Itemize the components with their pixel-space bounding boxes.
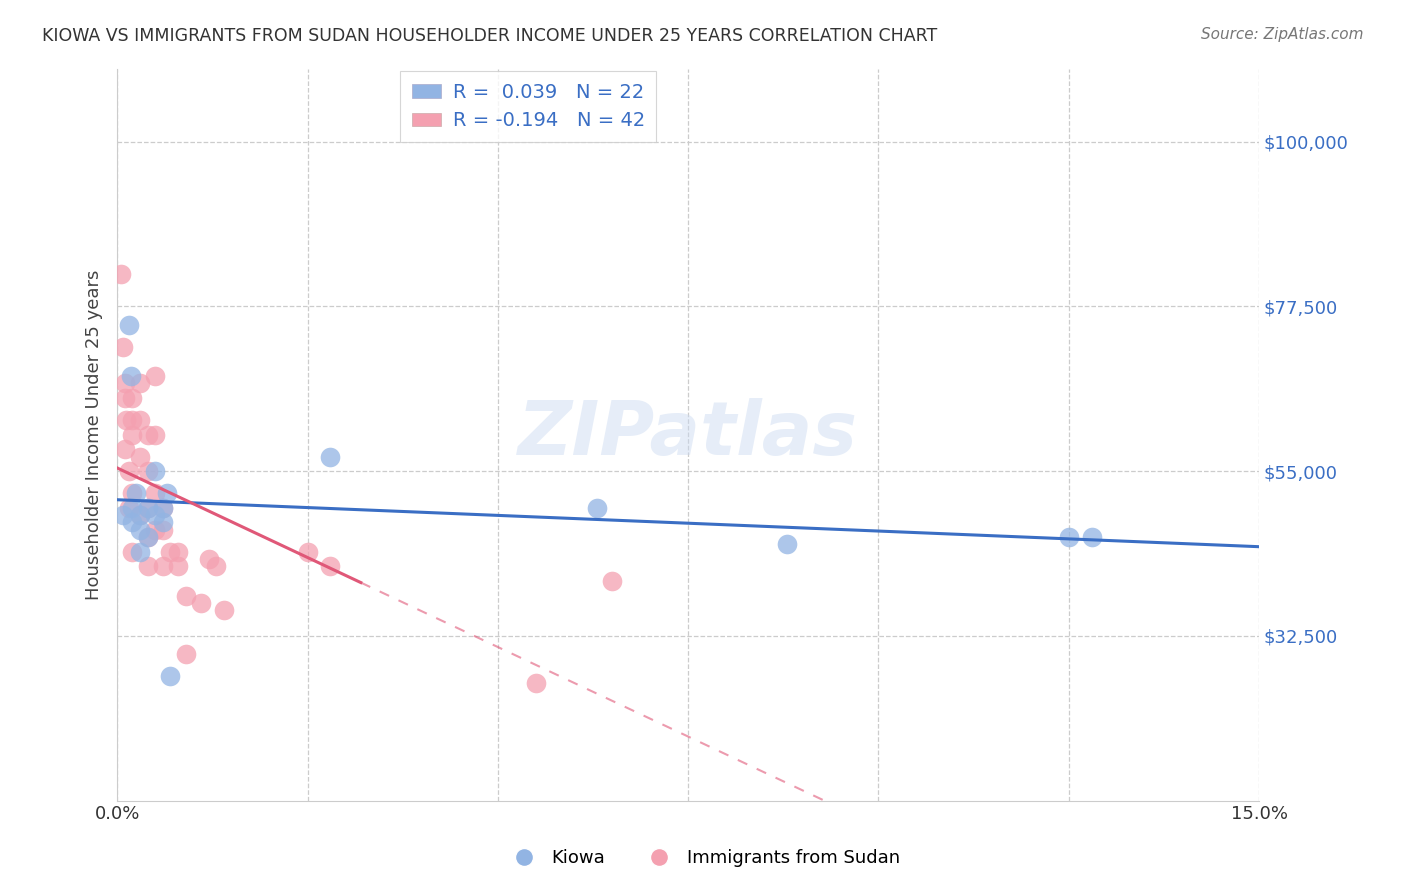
Point bbox=[117, 500, 139, 515]
Point bbox=[129, 523, 152, 537]
Point bbox=[121, 391, 143, 405]
Point bbox=[152, 500, 174, 515]
Text: KIOWA VS IMMIGRANTS FROM SUDAN HOUSEHOLDER INCOME UNDER 25 YEARS CORRELATION CHA: KIOWA VS IMMIGRANTS FROM SUDAN HOUSEHOLD… bbox=[42, 27, 938, 45]
Point bbox=[159, 669, 181, 683]
Point bbox=[585, 500, 607, 515]
Point bbox=[524, 676, 547, 690]
Point bbox=[136, 559, 159, 574]
Point bbox=[212, 603, 235, 617]
Point bbox=[121, 545, 143, 559]
Legend: Kiowa, Immigrants from Sudan: Kiowa, Immigrants from Sudan bbox=[499, 842, 907, 874]
Point bbox=[114, 442, 136, 457]
Point bbox=[129, 450, 152, 464]
Point bbox=[121, 500, 143, 515]
Point bbox=[143, 508, 166, 522]
Text: ZIPatlas: ZIPatlas bbox=[519, 398, 858, 471]
Point bbox=[1080, 530, 1102, 544]
Point bbox=[167, 559, 190, 574]
Point bbox=[174, 589, 197, 603]
Point bbox=[152, 500, 174, 515]
Point bbox=[121, 516, 143, 530]
Point bbox=[114, 376, 136, 391]
Point bbox=[319, 559, 342, 574]
Point bbox=[197, 552, 219, 566]
Point bbox=[776, 537, 799, 551]
Point bbox=[167, 545, 190, 559]
Point bbox=[117, 318, 139, 332]
Point bbox=[136, 500, 159, 515]
Point bbox=[205, 559, 228, 574]
Point bbox=[174, 647, 197, 661]
Point bbox=[152, 559, 174, 574]
Point bbox=[129, 508, 152, 522]
Point bbox=[143, 486, 166, 500]
Point bbox=[136, 427, 159, 442]
Point bbox=[136, 530, 159, 544]
Point bbox=[129, 376, 152, 391]
Point bbox=[600, 574, 623, 588]
Text: Source: ZipAtlas.com: Source: ZipAtlas.com bbox=[1201, 27, 1364, 42]
Point bbox=[121, 427, 143, 442]
Point bbox=[143, 464, 166, 478]
Point bbox=[143, 427, 166, 442]
Point bbox=[152, 516, 174, 530]
Point bbox=[120, 369, 142, 384]
Point bbox=[125, 486, 148, 500]
Point bbox=[152, 523, 174, 537]
Point bbox=[136, 500, 159, 515]
Legend: R =  0.039   N = 22, R = -0.194   N = 42: R = 0.039 N = 22, R = -0.194 N = 42 bbox=[401, 71, 657, 142]
Point bbox=[136, 464, 159, 478]
Y-axis label: Householder Income Under 25 years: Householder Income Under 25 years bbox=[86, 269, 103, 599]
Point bbox=[115, 413, 138, 427]
Point bbox=[110, 267, 132, 281]
Point bbox=[190, 596, 212, 610]
Point bbox=[112, 340, 135, 354]
Point bbox=[129, 413, 152, 427]
Point bbox=[1057, 530, 1080, 544]
Point bbox=[114, 391, 136, 405]
Point bbox=[297, 545, 319, 559]
Point bbox=[136, 530, 159, 544]
Point bbox=[129, 545, 152, 559]
Point bbox=[117, 464, 139, 478]
Point bbox=[121, 486, 143, 500]
Point bbox=[159, 545, 181, 559]
Point bbox=[143, 369, 166, 384]
Point bbox=[319, 450, 342, 464]
Point bbox=[121, 413, 143, 427]
Point bbox=[143, 523, 166, 537]
Point bbox=[129, 508, 152, 522]
Point bbox=[112, 508, 135, 522]
Point bbox=[156, 486, 179, 500]
